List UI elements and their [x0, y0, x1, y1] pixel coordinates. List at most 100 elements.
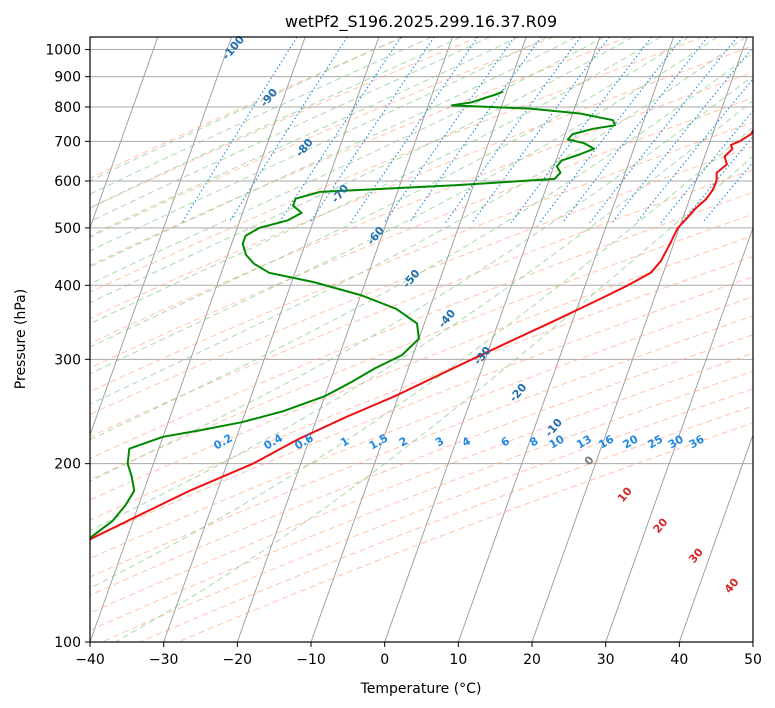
dry-adiabat-line [90, 334, 753, 596]
isotherm-line [236, 37, 453, 642]
y-tick-label: 1000 [45, 43, 81, 59]
mixing-ratio-line [561, 37, 708, 224]
mixing-ratio-line [539, 37, 684, 224]
mixing-ratio-label: 8 [527, 434, 540, 449]
profile-lines [90, 90, 753, 541]
isotherm-line [0, 37, 11, 642]
isotherm-label: -60 [364, 224, 387, 248]
y-tick-label: 900 [54, 70, 81, 86]
dry-adiabat-line [90, 213, 753, 481]
isotherm-label: 30 [686, 545, 706, 565]
mixing-ratio-line [445, 37, 581, 224]
mixing-ratio-line [589, 37, 738, 224]
moist-adiabat-line [115, 155, 753, 642]
mixing-ratio-label: 0.6 [292, 431, 316, 452]
isotherm-label: -20 [507, 381, 530, 405]
x-tick-label: −40 [75, 652, 105, 668]
x-tick-label: 40 [670, 652, 688, 668]
mixing-ratio-label: 4 [460, 434, 473, 449]
moist-adiabat-line [90, 37, 718, 375]
isotherm-label: 10 [615, 484, 635, 504]
dry-adiabat-line [90, 370, 753, 631]
isotherm-line [752, 640, 753, 642]
mixing-ratio-label: 1.5 [367, 431, 390, 452]
x-tick-label: 0 [380, 652, 389, 668]
dry-adiabat-line [90, 191, 753, 459]
isotherm-line [678, 433, 753, 642]
y-tick-label: 400 [54, 278, 81, 294]
dry-adiabat-line [101, 388, 753, 642]
dry-adiabat-line [90, 121, 753, 393]
isotherm-label: 40 [722, 575, 742, 595]
x-tick-label: 30 [597, 652, 615, 668]
isotherm-line [90, 37, 232, 437]
x-axis-label: Temperature (°C) [360, 681, 482, 697]
dewpoint-profile-line [90, 90, 616, 540]
chart-title: wetPf2_S196.2025.299.16.37.R09 [285, 12, 557, 32]
dry-adiabat-line [90, 255, 753, 521]
moist-adiabat-line [90, 100, 753, 531]
mixing-ratio-line [510, 37, 653, 224]
y-tick-label: 500 [54, 221, 81, 237]
y-tick-label: 700 [54, 134, 81, 150]
moist-adiabat-line [90, 37, 747, 405]
y-tick-label: 800 [54, 100, 81, 116]
plot-frame [89, 36, 754, 643]
dry-adiabat-line [90, 37, 479, 209]
moist-adiabat-line [90, 37, 462, 209]
dry-adiabat-line [90, 97, 753, 369]
isotherm-line [605, 226, 753, 642]
x-tick-label: 20 [523, 652, 541, 668]
moist-adiabat-line [90, 37, 661, 325]
y-tick-label: 300 [54, 352, 81, 368]
moist-adiabat-line [90, 37, 548, 252]
mixing-ratio-label: 20 [621, 432, 641, 451]
mixing-ratio-label: 0.2 [211, 431, 234, 452]
isotherm-label: -70 [329, 182, 352, 206]
dry-adiabat-line [90, 37, 629, 266]
mixing-ratio-line [408, 37, 542, 224]
x-tick-label: −20 [223, 652, 253, 668]
mixing-ratio-line [278, 37, 402, 224]
y-tick-label: 100 [54, 635, 81, 651]
mixing-ratio-line [181, 37, 298, 224]
mixing-ratio-line [660, 109, 753, 224]
y-tick-label: 200 [54, 457, 81, 473]
isotherm-label: 20 [651, 515, 671, 535]
dry-adiabat-line [90, 37, 554, 238]
temperature-profile-line [90, 128, 753, 541]
dry-adiabat-line [90, 169, 753, 438]
moist-adiabat-line [90, 37, 605, 285]
isotherm-label: -90 [258, 86, 281, 110]
mixing-ratio-line [471, 37, 610, 224]
mixing-ratio-label: 36 [687, 432, 707, 451]
mixing-ratio-label: 1 [338, 434, 351, 449]
mixing-ratio-line [309, 37, 435, 224]
dry-adiabat-line [90, 276, 753, 541]
moist-adiabat-line [90, 52, 753, 441]
x-tick-label: 10 [449, 652, 467, 668]
y-axis-label: Pressure (hPa) [13, 289, 29, 389]
moist-adiabat-line [90, 75, 753, 482]
y-tick-label: 600 [54, 174, 81, 190]
dry-adiabat-line [90, 352, 753, 614]
isotherm-line [531, 37, 748, 642]
mixing-ratio-line [611, 46, 753, 224]
moist-adiabat-line [90, 37, 432, 195]
moist-adiabat-line [90, 126, 753, 589]
dry-adiabat-line [90, 295, 753, 560]
isotherm-label: -50 [400, 267, 423, 291]
mixing-ratio-line [681, 135, 753, 224]
isotherm-line [384, 37, 601, 642]
moist-adiabat-line [90, 37, 519, 237]
x-tick-label: −30 [149, 652, 179, 668]
isotherm-label: -30 [471, 344, 494, 368]
mixing-ratio-label: 13 [574, 433, 594, 452]
reference-labels: 0.2 0.4 0.6 1 1.5 2 3 4 6 8 10 13 16 20 25 30 36-100-90-… [211, 33, 741, 596]
dry-adiabat-line [90, 71, 753, 345]
moist-adiabat-line [90, 37, 577, 268]
moist-adiabat-line [90, 37, 690, 348]
dry-adiabat-line [90, 45, 753, 319]
mixing-ratio-label: 6 [499, 434, 512, 449]
isotherm-line [163, 37, 380, 642]
